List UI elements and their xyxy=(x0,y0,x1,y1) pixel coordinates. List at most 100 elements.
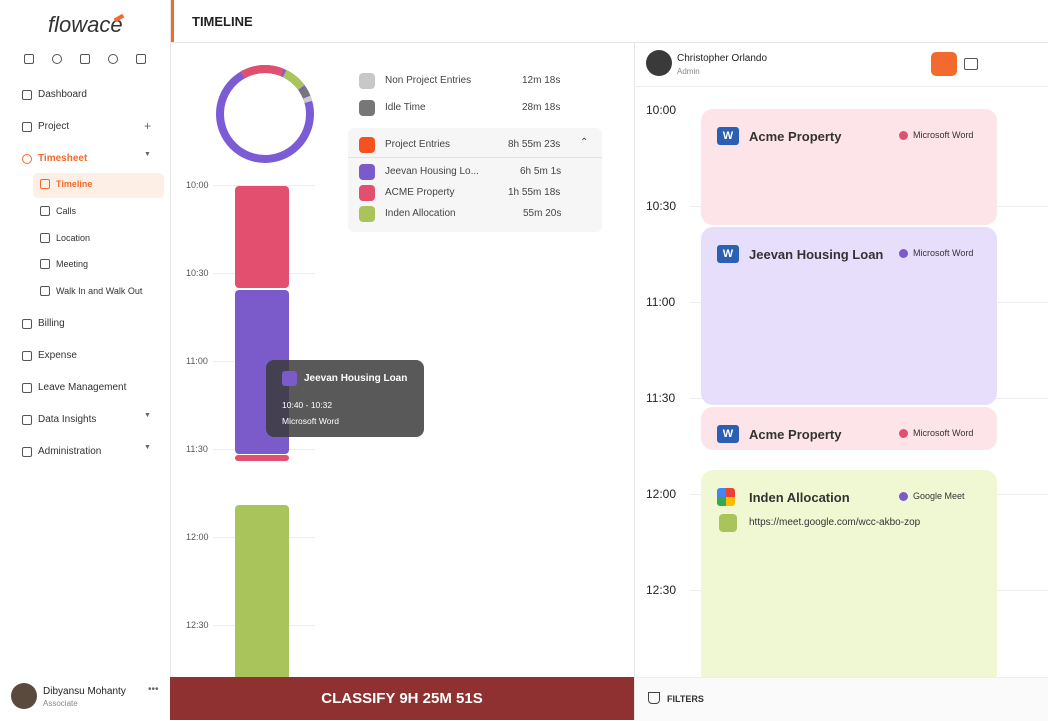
toolbar-icon[interactable] xyxy=(108,54,118,64)
time-label: 10:00 xyxy=(186,180,209,190)
event-app: Google Meet xyxy=(899,491,965,501)
item-label: Jeevan Housing Lo... xyxy=(385,166,479,177)
event-link[interactable]: https://meet.google.com/wcc-akbo-zop xyxy=(749,517,921,528)
app-icon: W xyxy=(717,425,739,443)
menu-label: Expense xyxy=(38,350,77,361)
tooltip-time: 10:40 - 10:32 xyxy=(282,400,333,410)
more[interactable]: ••• xyxy=(148,684,159,695)
menu-icon xyxy=(22,414,32,425)
app-name: Microsoft Word xyxy=(913,248,974,258)
submenu-item[interactable]: Meeting xyxy=(40,259,88,269)
submenu-item[interactable]: Timeline xyxy=(40,179,92,189)
app-dot xyxy=(899,130,908,140)
submenu-icon xyxy=(40,259,50,269)
tooltip-swatch xyxy=(282,371,297,386)
menu-icon xyxy=(22,89,32,100)
time-label: 12:00 xyxy=(646,487,677,501)
toolbar-icon[interactable] xyxy=(80,54,90,64)
grid-line xyxy=(213,185,315,186)
swatch xyxy=(359,185,375,201)
filter-bar xyxy=(635,677,1048,721)
menu-label: Dashboard xyxy=(38,89,87,100)
donut xyxy=(216,65,314,163)
menu-item[interactable]: Data Insights xyxy=(22,414,96,425)
menu-toggle[interactable]: ▼ xyxy=(144,412,151,419)
time-label: 11:30 xyxy=(186,444,208,454)
swatch xyxy=(359,137,375,153)
block xyxy=(235,186,289,288)
event-app: Microsoft Word xyxy=(899,130,973,140)
entry-duration: 12m 18s xyxy=(522,75,561,86)
menu-toggle[interactable]: ▼ xyxy=(144,151,151,158)
header-accent xyxy=(171,0,174,42)
menu-toggle[interactable]: ▼ xyxy=(144,444,151,451)
classify-button[interactable]: CLASSIFY 9H 25M 51S xyxy=(170,677,634,720)
toolbar-icon[interactable] xyxy=(24,54,34,64)
event-card[interactable] xyxy=(701,470,997,685)
header-title: TIMELINE xyxy=(192,14,253,29)
app-icon: W xyxy=(717,127,739,145)
time-label: 10:00 xyxy=(646,103,677,117)
avatar xyxy=(11,683,37,709)
menu-label: Leave Management xyxy=(38,382,127,393)
item-duration: 55m 20s xyxy=(523,208,562,219)
menu-toggle[interactable]: + xyxy=(144,119,152,133)
menu-label: Data Insights xyxy=(38,414,97,425)
sidebar: flowace Dashboard Project Timesheet Billing… xyxy=(0,0,171,720)
event-card[interactable] xyxy=(701,407,997,450)
entry-duration: 28m 18s xyxy=(522,102,561,113)
item-duration: 6h 5m 1s xyxy=(520,166,562,177)
tooltip-app: Microsoft Word xyxy=(282,416,339,426)
menu-icon xyxy=(22,153,32,164)
donut-segment xyxy=(216,65,314,163)
toolbar-icon[interactable] xyxy=(52,54,62,64)
time-label: 11:00 xyxy=(646,295,676,309)
submenu-item[interactable]: Location xyxy=(40,233,90,243)
divider xyxy=(171,42,1048,43)
link-icon xyxy=(719,514,737,532)
submenu-label: Calls xyxy=(56,206,77,216)
app-dot xyxy=(899,248,908,258)
app-icon xyxy=(717,488,735,506)
menu-icon xyxy=(22,350,32,361)
event-card[interactable] xyxy=(701,109,997,225)
filters[interactable]: FILTERS xyxy=(667,694,704,704)
event-app: Microsoft Word xyxy=(899,248,973,258)
collapse[interactable]: ⌃ xyxy=(580,137,589,148)
app-dot xyxy=(899,428,908,438)
camera-button[interactable] xyxy=(964,58,978,70)
submenu-item[interactable]: Calls xyxy=(40,206,76,216)
menu-item[interactable]: Administration xyxy=(22,446,101,457)
entry-label: Idle Time xyxy=(385,102,426,113)
time-label: 11:00 xyxy=(186,356,208,366)
submenu-label: Meeting xyxy=(56,259,89,269)
menu-item[interactable]: Billing xyxy=(22,318,65,329)
user-role: Admin xyxy=(677,67,700,76)
menu-item[interactable]: Timesheet xyxy=(22,153,87,164)
avatar xyxy=(646,50,672,76)
tooltip-title: Jeevan Housing Loan xyxy=(304,373,408,384)
menu-item[interactable]: Leave Management xyxy=(22,382,126,393)
project-box xyxy=(348,128,602,232)
event-card[interactable] xyxy=(701,227,997,405)
menu-label: Billing xyxy=(38,318,65,329)
app-name: Google Meet xyxy=(913,491,965,501)
toolbar xyxy=(24,54,146,64)
event-title: Acme Property xyxy=(749,129,842,144)
menu-item[interactable]: Dashboard xyxy=(22,89,87,100)
item-label: Inden Allocation xyxy=(385,208,456,219)
clock-button[interactable] xyxy=(931,52,957,76)
toolbar-icon[interactable] xyxy=(136,54,146,64)
logo: flowace xyxy=(48,12,123,37)
menu-icon xyxy=(22,121,32,132)
menu-item[interactable]: Expense xyxy=(22,350,77,361)
time-label: 12:00 xyxy=(186,532,209,542)
menu-item[interactable]: Project xyxy=(22,121,69,132)
divider xyxy=(634,86,1048,87)
menu-icon xyxy=(22,446,32,457)
event-title: Inden Allocation xyxy=(749,490,850,505)
swatch xyxy=(359,164,375,180)
menu-label: Timesheet xyxy=(38,153,88,164)
submenu-item[interactable]: Walk In and Walk Out xyxy=(40,286,142,296)
project-label: Project Entries xyxy=(385,139,451,150)
